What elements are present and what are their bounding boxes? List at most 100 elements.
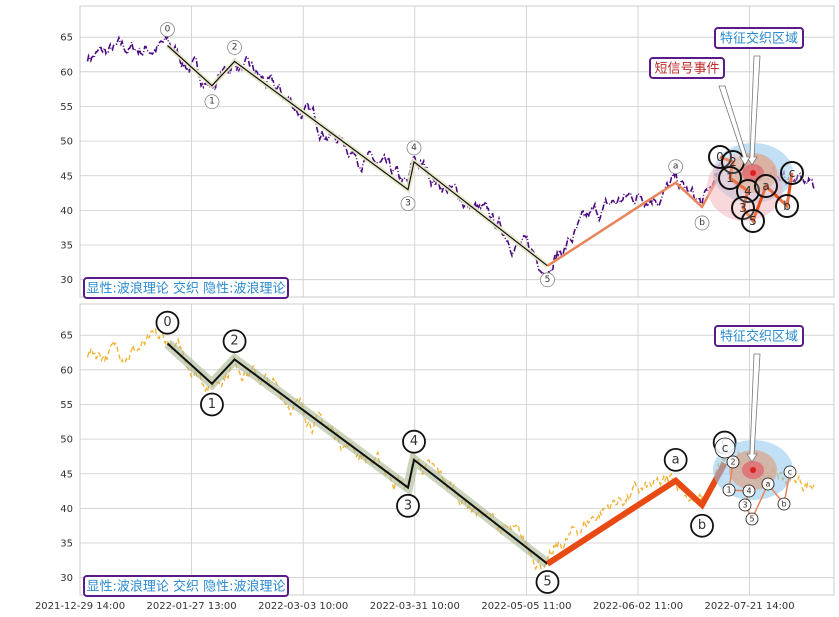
y-tick-label: 30 bbox=[60, 275, 73, 286]
cluster-point-marker bbox=[780, 161, 804, 185]
annotation-arrow bbox=[746, 353, 761, 463]
x-tick-label: 2022-01-27 13:00 bbox=[147, 601, 237, 612]
wave-point-marker bbox=[160, 22, 175, 37]
plot-frame bbox=[79, 303, 835, 596]
impulse-wave-line bbox=[167, 45, 548, 267]
wave-point-marker bbox=[668, 159, 684, 175]
wave-point-marker bbox=[402, 429, 426, 454]
x-tick-label: 2022-03-03 10:00 bbox=[258, 601, 348, 612]
cluster-point-label: 4 bbox=[744, 184, 752, 198]
wave-point-label: 5 bbox=[543, 575, 551, 590]
wave-point-label: 2 bbox=[230, 334, 238, 349]
theory-badge-label: 显性:波浪理论 交织 隐性:波浪理论 bbox=[86, 281, 285, 297]
y-tick-label: 30 bbox=[60, 573, 73, 584]
cluster-point-marker bbox=[745, 512, 759, 526]
wave-point-label: a bbox=[672, 452, 680, 467]
theory-badge-label: 显性:波浪理论 交织 隐性:波浪理论 bbox=[86, 579, 285, 595]
cluster-point-marker bbox=[742, 484, 756, 498]
panel-bottom: 3035404550556065012345abcc21435abc特征交织区域… bbox=[60, 303, 835, 597]
x-tick-label: 2022-07-21 14:00 bbox=[705, 601, 795, 612]
cluster-point-label: c bbox=[722, 441, 729, 455]
wave-point-marker bbox=[200, 392, 224, 417]
wave-point-marker bbox=[540, 272, 555, 288]
wave-point-label: 3 bbox=[405, 199, 411, 209]
correction-wave-line bbox=[545, 461, 728, 567]
wave-point-marker bbox=[400, 196, 416, 212]
cluster-point-label: b bbox=[781, 500, 786, 509]
intersection-center-dot bbox=[750, 467, 756, 473]
wave-point-marker bbox=[227, 40, 242, 55]
wave-point-label: 3 bbox=[404, 498, 412, 513]
annotation-box bbox=[714, 27, 804, 49]
feature-intersection-label: 特征交织区域 bbox=[720, 329, 798, 345]
y-tick-label: 50 bbox=[60, 435, 73, 446]
cluster-point-label: 2 bbox=[729, 155, 737, 169]
y-tick-label: 65 bbox=[60, 33, 73, 44]
intersection-center-dot bbox=[750, 170, 756, 176]
theory-badge bbox=[83, 575, 289, 597]
x-tick-label: 2022-03-31 10:00 bbox=[370, 601, 460, 612]
wave-point-marker bbox=[155, 310, 180, 335]
cluster-point-marker bbox=[775, 194, 799, 218]
y-tick-label: 45 bbox=[60, 171, 73, 182]
wave-point-marker bbox=[690, 513, 714, 538]
x-axis-tick-labels: 2021-12-29 14:00 2022-01-27 13:00 2022-03-… bbox=[35, 601, 795, 612]
wave-point-label: 4 bbox=[410, 434, 418, 449]
wave-point-label: 2 bbox=[232, 42, 238, 52]
wave-point-label: 0 bbox=[165, 24, 171, 34]
cluster-point-marker bbox=[726, 455, 740, 469]
cluster-point-label: c bbox=[789, 166, 796, 180]
cluster-point-label: b bbox=[783, 199, 791, 213]
x-tick-label: 2021-12-29 14:00 bbox=[35, 601, 125, 612]
wave-point-marker bbox=[396, 493, 420, 518]
wave-point-marker bbox=[535, 570, 560, 594]
cluster-point-label: 5 bbox=[749, 214, 757, 228]
x-tick-label: 2022-06-02 11:00 bbox=[593, 601, 683, 612]
cluster-point-marker bbox=[718, 166, 742, 190]
cluster-point-label: 3 bbox=[739, 201, 747, 215]
y-tick-label: 55 bbox=[60, 400, 73, 411]
x-tick-label: 2022-05-05 11:00 bbox=[481, 601, 571, 612]
cluster-point-label: 3 bbox=[742, 501, 747, 510]
wave-point-marker bbox=[694, 215, 710, 231]
cluster-point-marker bbox=[708, 145, 732, 169]
y-tick-label: 60 bbox=[60, 365, 73, 376]
wave-point-marker bbox=[222, 329, 247, 354]
wave-point-label: a bbox=[673, 162, 679, 172]
wave-point-marker bbox=[204, 94, 220, 110]
y-tick-label: 40 bbox=[60, 504, 73, 515]
wave-point-marker bbox=[406, 140, 422, 156]
wave-point-label: 1 bbox=[208, 397, 216, 412]
wave-point-label: 5 bbox=[545, 275, 551, 285]
cluster-point-marker bbox=[722, 483, 736, 497]
cluster-point-marker bbox=[741, 209, 765, 233]
y-tick-label: 35 bbox=[60, 241, 73, 252]
wave-point-label: 4 bbox=[411, 143, 417, 153]
cluster-point-marker bbox=[777, 497, 791, 511]
wave-point-label: b bbox=[698, 518, 706, 533]
y-tick-label: 35 bbox=[60, 539, 73, 550]
theory-badge bbox=[83, 277, 289, 299]
short-signal-event-label: 短信号事件 bbox=[654, 62, 719, 77]
cluster-point-marker bbox=[754, 174, 778, 198]
y-tick-label: 40 bbox=[60, 206, 73, 217]
cluster-point-label: 1 bbox=[726, 486, 731, 495]
cluster-point-label: 0 bbox=[716, 150, 724, 164]
cluster-point-marker bbox=[761, 477, 775, 491]
y-tick-label: 55 bbox=[60, 102, 73, 113]
plot-frame bbox=[79, 5, 835, 298]
cluster-point-marker bbox=[783, 465, 797, 479]
feature-intersection-label: 特征交织区域 bbox=[720, 31, 798, 47]
cluster-point-label: 4 bbox=[746, 487, 751, 496]
annotation-arrow bbox=[718, 85, 751, 166]
cluster-point-label: 5 bbox=[749, 515, 754, 524]
cluster-point-label: c bbox=[788, 468, 792, 477]
y-tick-label: 65 bbox=[60, 331, 73, 342]
cluster-point-label: a bbox=[766, 480, 771, 489]
wave-point-label: 1 bbox=[209, 97, 215, 107]
wave-point-marker bbox=[663, 447, 688, 472]
wave-point-label: 0 bbox=[163, 315, 171, 330]
annotation-box bbox=[714, 325, 804, 347]
